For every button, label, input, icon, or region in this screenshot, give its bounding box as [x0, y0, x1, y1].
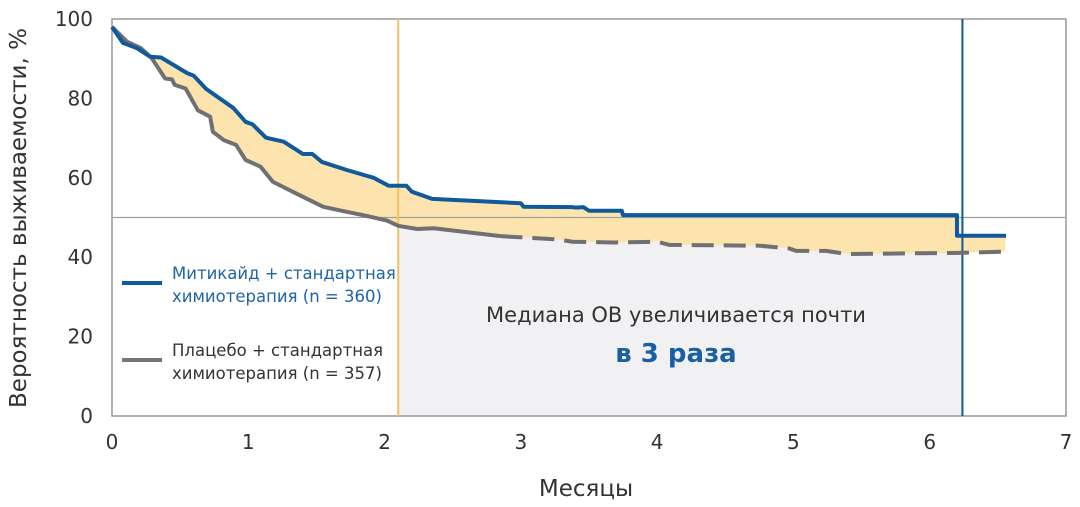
survival-gap-fill — [112, 26, 1007, 255]
legend-label-mitikaid-1: Митикайд + стандартная — [172, 264, 396, 283]
annotation-highlight: в 3 раза — [615, 339, 736, 369]
placebo-curve — [110, 25, 501, 239]
annotation-text: Медиана ОВ увеличивается почти — [486, 303, 866, 327]
x-tick-label: 7 — [1060, 430, 1073, 454]
x-tick-label: 2 — [378, 430, 391, 454]
legend: Митикайд + стандартная химиотерапия (n =… — [122, 264, 396, 383]
y-tick-label: 60 — [68, 166, 93, 190]
legend-label-mitikaid-2: химиотерапия (n = 360) — [172, 287, 382, 306]
x-tick-label: 6 — [923, 430, 936, 454]
y-tick-label: 20 — [68, 325, 93, 349]
mitikaid-curve — [110, 25, 1007, 238]
y-axis-label: Вероятность выживаемости, % — [6, 28, 32, 408]
y-tick-label: 40 — [68, 245, 93, 269]
legend-label-placebo-1: Плацебо + стандартная — [172, 341, 383, 360]
x-tick-label: 0 — [106, 430, 119, 454]
legend-label-placebo-2: химиотерапия (n = 357) — [172, 364, 382, 383]
x-tick-label: 4 — [651, 430, 664, 454]
placebo-curve-dashed — [500, 234, 1005, 257]
x-tick-label: 5 — [787, 430, 800, 454]
y-tick-label: 0 — [80, 404, 93, 428]
x-axis-label: Месяцы — [539, 476, 633, 502]
x-tick-label: 1 — [242, 430, 255, 454]
x-tick-label: 3 — [514, 430, 527, 454]
y-tick-label: 80 — [68, 86, 93, 110]
y-tick-label: 100 — [55, 7, 93, 31]
